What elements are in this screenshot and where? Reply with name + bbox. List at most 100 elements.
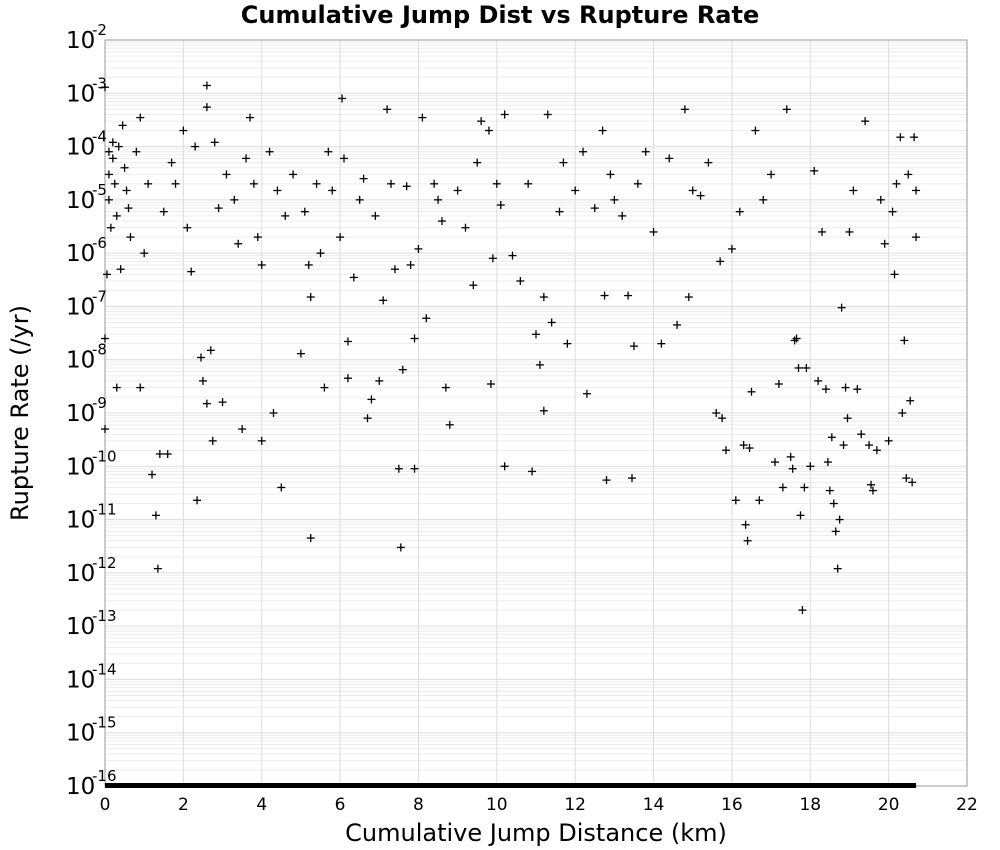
data-point bbox=[771, 458, 780, 467]
data-point bbox=[191, 142, 200, 151]
data-point bbox=[539, 406, 548, 415]
data-point bbox=[704, 158, 713, 167]
data-point bbox=[559, 158, 568, 167]
data-point bbox=[379, 296, 388, 305]
data-point bbox=[410, 464, 419, 473]
x-tick-label: 2 bbox=[178, 795, 189, 815]
data-point bbox=[422, 314, 431, 323]
data-point bbox=[910, 133, 919, 142]
x-tick-label: 14 bbox=[643, 795, 665, 815]
data-point bbox=[336, 233, 345, 242]
data-point bbox=[835, 515, 844, 524]
data-point bbox=[343, 337, 352, 346]
data-point bbox=[112, 383, 121, 392]
data-point bbox=[786, 452, 795, 461]
y-tick-label: 10-8 bbox=[66, 341, 107, 374]
y-tick-label: 10-6 bbox=[66, 234, 107, 267]
data-point bbox=[590, 204, 599, 213]
data-point bbox=[324, 147, 333, 156]
data-point bbox=[202, 103, 211, 112]
data-point bbox=[825, 486, 834, 495]
data-point bbox=[281, 211, 290, 220]
data-point bbox=[390, 265, 399, 274]
data-point bbox=[673, 320, 682, 329]
data-point bbox=[488, 254, 497, 263]
data-point bbox=[126, 233, 135, 242]
data-point bbox=[320, 383, 329, 392]
y-tick-exponent: -7 bbox=[92, 287, 107, 305]
data-point bbox=[890, 270, 899, 279]
data-point bbox=[680, 105, 689, 114]
data-point bbox=[841, 383, 850, 392]
data-point bbox=[633, 179, 642, 188]
data-point bbox=[712, 409, 721, 417]
data-point bbox=[101, 334, 109, 343]
data-point bbox=[718, 414, 727, 423]
data-point bbox=[853, 385, 862, 394]
x-tick-labels: 0 2 4 6 8 10 12 14 16 18 20 22 bbox=[100, 795, 978, 815]
chart-title: Cumulative Jump Dist vs Rupture Rate bbox=[241, 1, 760, 29]
data-point bbox=[387, 179, 396, 188]
data-point bbox=[778, 483, 787, 492]
data-points bbox=[101, 81, 921, 615]
data-point bbox=[727, 244, 736, 253]
y-tick-label: 10-11 bbox=[66, 501, 117, 534]
data-point bbox=[731, 496, 740, 505]
y-tick-label: 10-15 bbox=[66, 714, 117, 747]
data-point bbox=[627, 474, 636, 483]
y-tick-label: 10-10 bbox=[66, 447, 117, 480]
data-point bbox=[508, 251, 517, 260]
data-point bbox=[210, 138, 219, 147]
data-point bbox=[806, 462, 815, 471]
data-point bbox=[234, 239, 243, 248]
data-point bbox=[810, 166, 819, 175]
data-point bbox=[839, 441, 848, 450]
y-tick-base: 10 bbox=[66, 508, 95, 534]
data-point bbox=[486, 380, 495, 389]
data-point bbox=[821, 385, 830, 394]
data-point bbox=[657, 339, 666, 348]
data-point bbox=[289, 170, 298, 179]
y-tick-label: 10-4 bbox=[66, 128, 107, 161]
data-point bbox=[328, 186, 337, 195]
data-point bbox=[273, 186, 282, 195]
data-point bbox=[798, 606, 807, 615]
data-point bbox=[896, 133, 905, 142]
y-tick-exponent: -14 bbox=[92, 660, 117, 678]
data-point bbox=[116, 265, 125, 274]
data-point bbox=[618, 211, 627, 220]
y-tick-exponent: -8 bbox=[92, 341, 107, 359]
data-point bbox=[845, 227, 854, 236]
data-point bbox=[906, 396, 915, 405]
data-point bbox=[688, 186, 697, 195]
data-point bbox=[571, 186, 580, 195]
data-point bbox=[579, 147, 588, 156]
data-point bbox=[473, 158, 482, 167]
y-tick-base: 10 bbox=[66, 241, 95, 267]
y-tick-base: 10 bbox=[66, 721, 95, 747]
data-point bbox=[831, 527, 840, 536]
data-point bbox=[218, 398, 227, 407]
y-tick-base: 10 bbox=[66, 28, 95, 54]
data-point bbox=[524, 179, 533, 188]
data-point bbox=[867, 480, 876, 489]
x-tick-label: 10 bbox=[486, 795, 508, 815]
data-point bbox=[104, 170, 113, 179]
data-point bbox=[367, 395, 376, 404]
data-point bbox=[751, 126, 760, 135]
y-tick-exponent: -6 bbox=[92, 234, 107, 252]
data-point bbox=[800, 483, 809, 492]
data-point bbox=[745, 444, 754, 453]
data-point bbox=[296, 349, 305, 358]
data-point bbox=[110, 179, 119, 188]
y-tick-exponent: -15 bbox=[92, 714, 117, 732]
data-point bbox=[774, 380, 783, 389]
data-point bbox=[245, 113, 254, 122]
data-point bbox=[796, 511, 805, 520]
data-point bbox=[884, 436, 893, 445]
y-tick-label: 10-3 bbox=[66, 74, 107, 107]
y-tick-base: 10 bbox=[66, 561, 95, 587]
data-point bbox=[500, 462, 509, 471]
data-point bbox=[908, 478, 917, 487]
